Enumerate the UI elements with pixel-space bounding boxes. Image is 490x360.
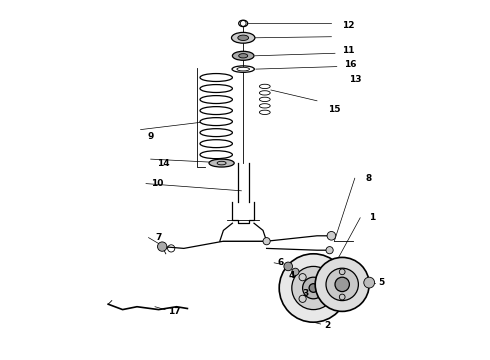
Text: 14: 14 [157, 159, 170, 168]
Text: 2: 2 [324, 321, 330, 330]
Ellipse shape [232, 51, 254, 60]
Circle shape [326, 247, 333, 254]
Circle shape [303, 277, 324, 299]
Text: 13: 13 [349, 75, 362, 84]
Circle shape [157, 242, 167, 251]
Text: 15: 15 [328, 105, 340, 114]
Ellipse shape [231, 32, 255, 43]
Circle shape [292, 268, 299, 275]
Text: 3: 3 [303, 289, 309, 298]
Circle shape [309, 284, 318, 292]
Text: 1: 1 [369, 213, 375, 222]
Circle shape [284, 262, 293, 271]
Circle shape [263, 238, 270, 245]
Ellipse shape [238, 35, 248, 41]
Circle shape [335, 277, 349, 292]
Text: 8: 8 [366, 174, 372, 183]
Text: 5: 5 [378, 278, 385, 287]
Text: 6: 6 [277, 258, 284, 267]
Circle shape [364, 277, 374, 288]
Circle shape [315, 257, 369, 311]
Ellipse shape [209, 159, 234, 167]
Ellipse shape [239, 54, 248, 58]
Circle shape [292, 266, 335, 310]
Text: 9: 9 [148, 132, 154, 141]
Text: 10: 10 [151, 179, 164, 188]
Text: 11: 11 [342, 46, 355, 55]
Circle shape [279, 254, 347, 322]
Circle shape [326, 268, 358, 301]
Text: 17: 17 [168, 307, 180, 316]
Circle shape [327, 231, 336, 240]
Text: 12: 12 [342, 21, 355, 30]
Text: 16: 16 [344, 60, 357, 69]
Text: 4: 4 [288, 271, 294, 280]
Text: 7: 7 [155, 233, 161, 242]
